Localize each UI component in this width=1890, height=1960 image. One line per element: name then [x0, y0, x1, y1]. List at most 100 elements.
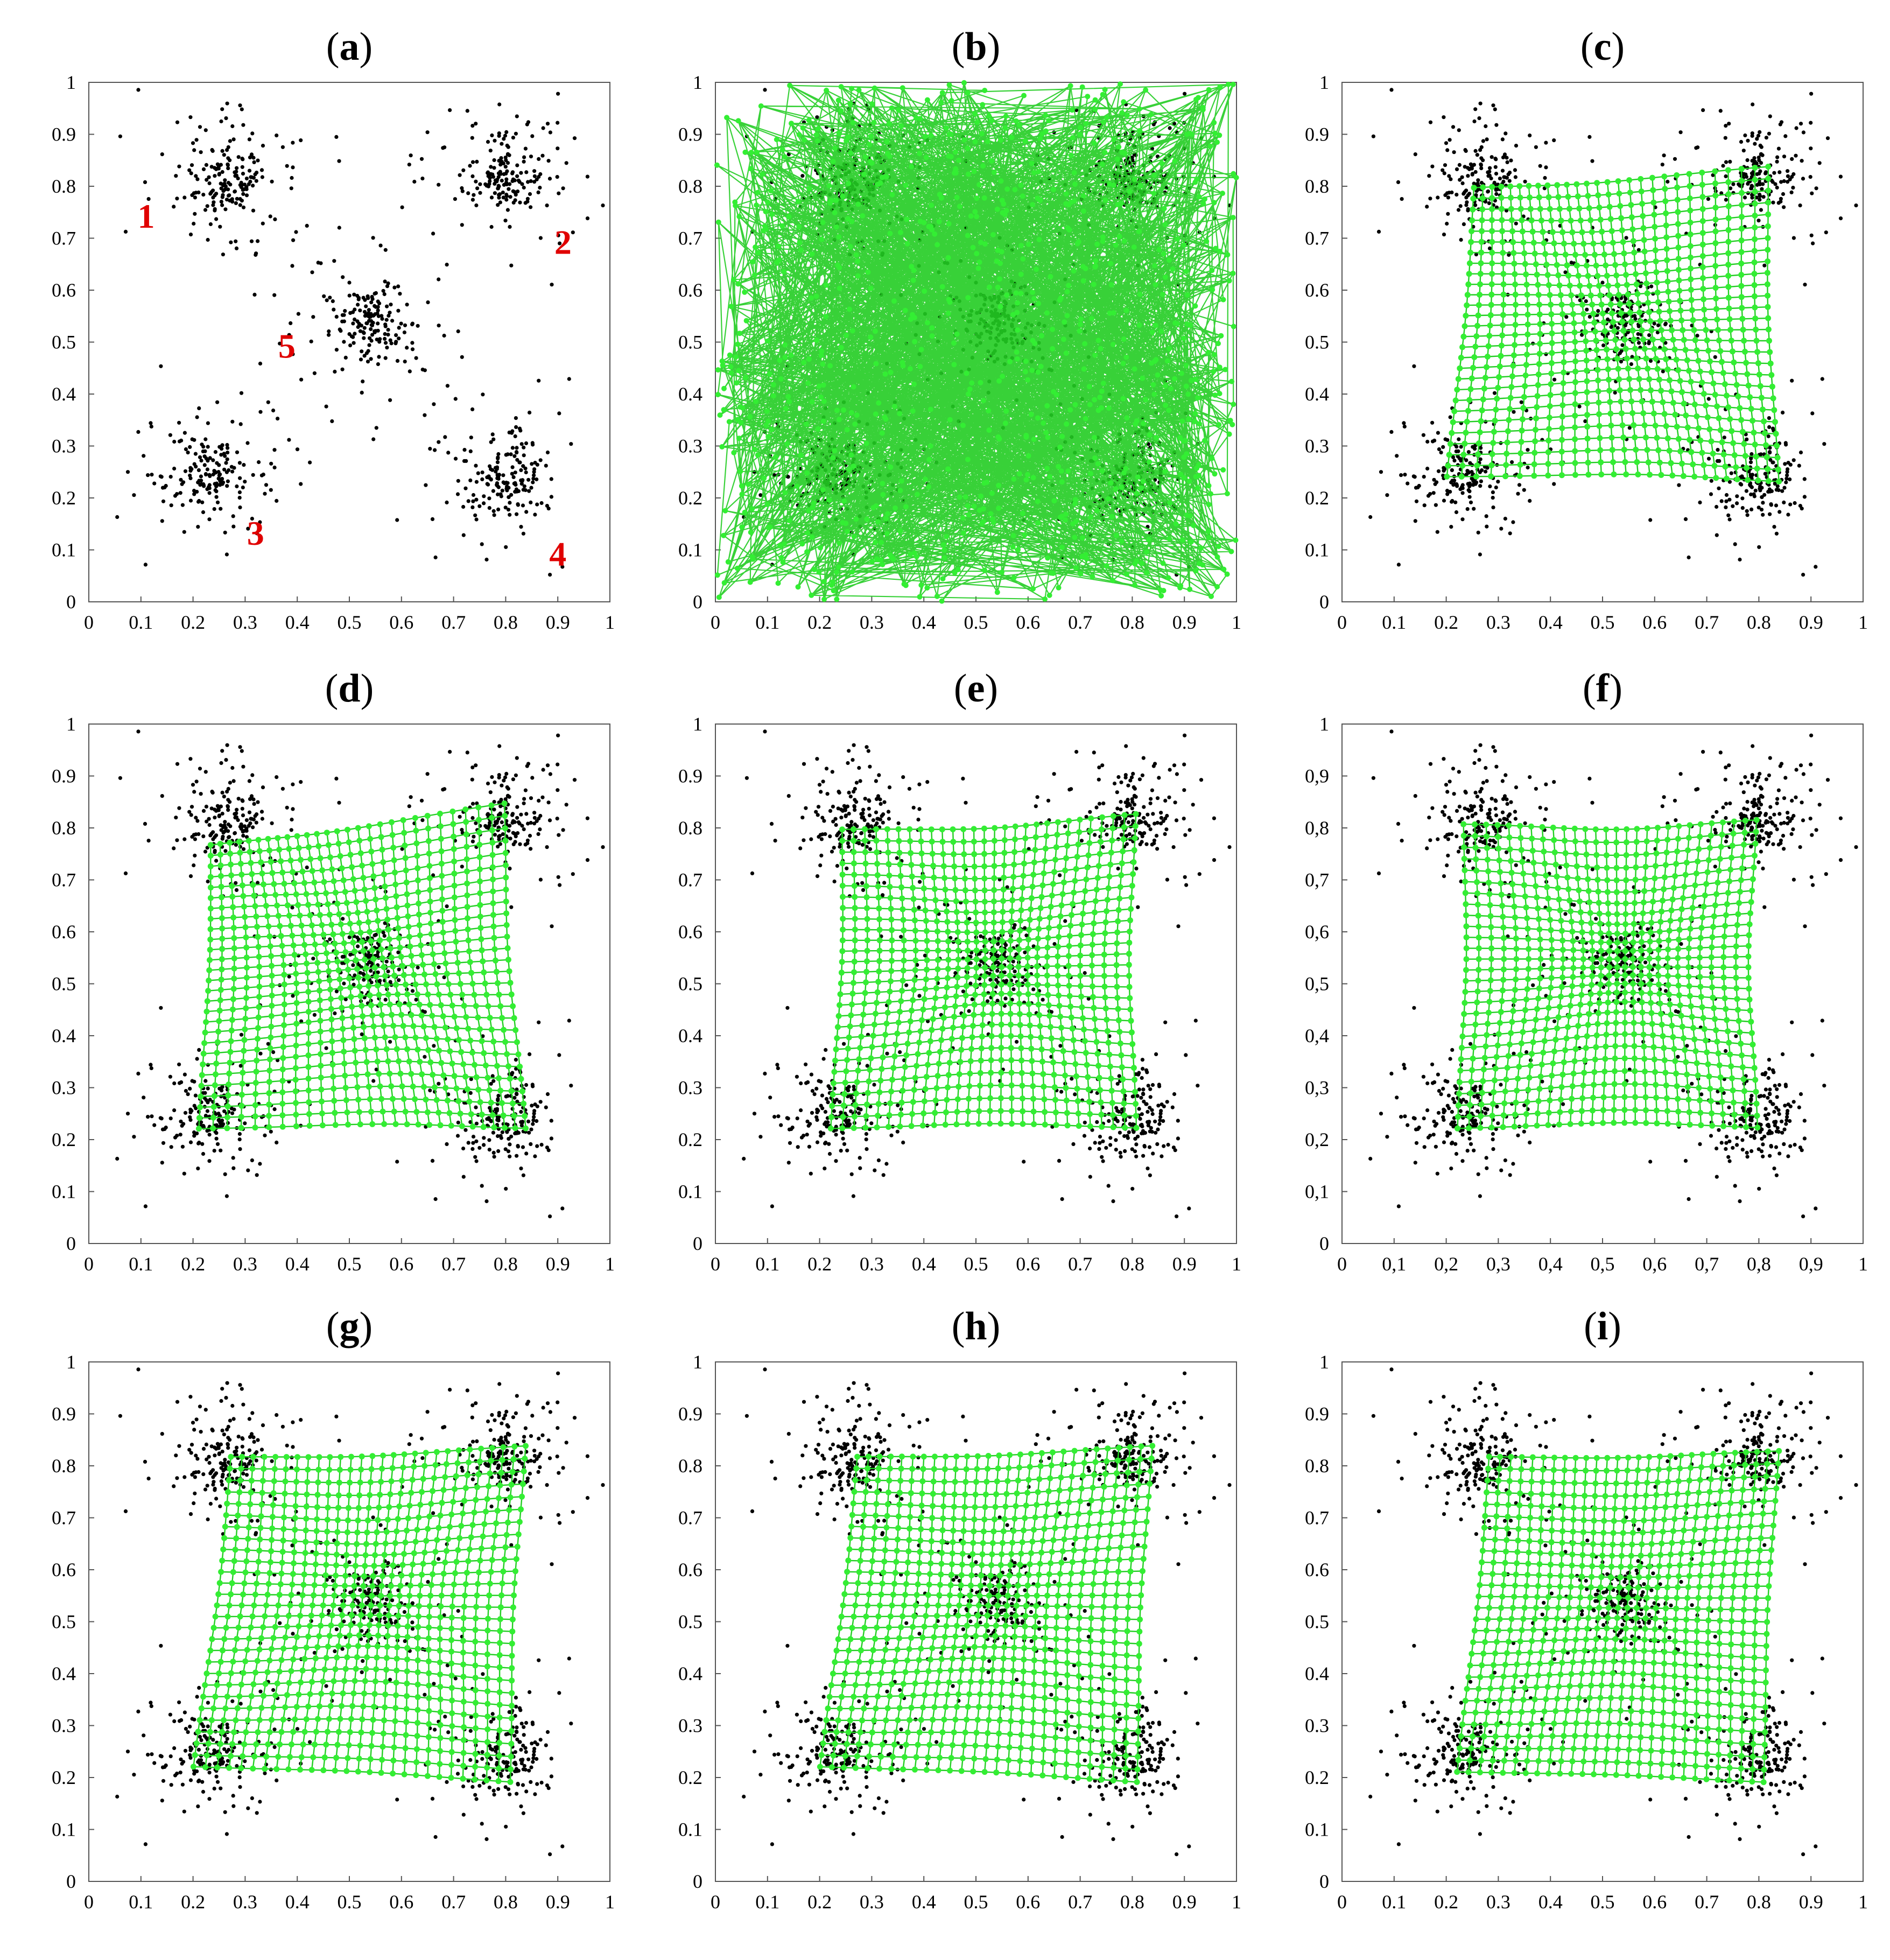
network-node — [748, 530, 754, 535]
network-node — [797, 240, 803, 245]
network-node — [1626, 301, 1632, 307]
data-point — [377, 355, 381, 359]
data-point — [1489, 177, 1493, 180]
data-point — [1779, 123, 1782, 127]
network-node — [882, 415, 887, 420]
data-point — [1514, 175, 1517, 179]
data-point — [396, 309, 400, 313]
data-point — [1814, 565, 1817, 568]
network-node — [1664, 257, 1670, 263]
network-node — [1024, 477, 1029, 482]
network-node — [1549, 340, 1555, 346]
network-node — [814, 293, 819, 299]
network-node — [787, 83, 792, 88]
network-node — [1026, 242, 1031, 247]
network-node — [995, 589, 1000, 595]
data-point — [115, 515, 119, 519]
network-node — [1465, 292, 1471, 298]
data-point — [192, 863, 195, 867]
data-point — [269, 488, 273, 492]
data-point — [366, 360, 370, 363]
network-node — [831, 159, 836, 164]
x-tick-label: 1 — [1858, 612, 1868, 633]
data-point — [356, 303, 360, 306]
data-point — [763, 88, 767, 92]
data-point — [1698, 501, 1702, 504]
data-point — [226, 451, 229, 454]
network-node — [1123, 308, 1129, 313]
network-node — [1541, 240, 1547, 246]
network-node — [1623, 472, 1629, 477]
data-point — [524, 470, 528, 474]
network-node — [837, 286, 842, 291]
data-point — [297, 312, 300, 316]
network-node — [1186, 416, 1191, 421]
network-node — [856, 87, 862, 93]
network-node — [1712, 274, 1718, 280]
data-point — [532, 811, 536, 814]
data-point — [228, 139, 232, 143]
network-node — [1057, 445, 1063, 450]
network-node — [1189, 132, 1195, 137]
network-node — [1495, 385, 1501, 391]
data-point — [238, 496, 242, 500]
network-node — [810, 535, 815, 540]
network-node — [1124, 572, 1129, 577]
x-tick-label: 0.4 — [285, 612, 310, 633]
network-node — [1639, 327, 1645, 333]
network-node — [1686, 368, 1692, 374]
network-node — [1652, 224, 1657, 230]
network-node — [1517, 195, 1523, 201]
data-point — [1730, 472, 1733, 475]
network-node — [1488, 462, 1494, 468]
data-point — [496, 455, 500, 459]
network-node — [1014, 349, 1020, 355]
network-node — [1653, 423, 1659, 428]
network-node — [1675, 221, 1681, 227]
data-point — [1775, 156, 1779, 159]
network-node — [807, 186, 812, 191]
data-point — [238, 203, 242, 207]
data-point — [500, 179, 504, 182]
data-point — [1775, 186, 1779, 189]
data-point — [1772, 525, 1776, 529]
network-node — [860, 213, 865, 219]
network-node — [1140, 376, 1145, 381]
network-node — [1535, 393, 1541, 399]
network-node — [1047, 593, 1052, 598]
network-node — [1611, 472, 1617, 477]
network-node — [904, 216, 909, 222]
data-point — [515, 490, 518, 494]
network-node — [1523, 373, 1529, 378]
data-point — [227, 468, 230, 472]
network-node — [1100, 92, 1106, 97]
data-point — [1477, 116, 1481, 120]
data-point — [506, 208, 510, 212]
data-point — [197, 499, 201, 503]
network-node — [928, 407, 933, 412]
data-point — [334, 135, 338, 139]
data-point — [224, 116, 228, 120]
network-node — [946, 311, 951, 316]
data-point — [220, 107, 224, 111]
network-node — [1620, 239, 1626, 245]
network-node — [1187, 587, 1192, 592]
data-point — [405, 346, 409, 349]
network-node — [802, 137, 807, 143]
network-node — [944, 125, 949, 131]
network-node — [1670, 400, 1676, 406]
network-node — [855, 258, 860, 264]
network-node — [1467, 261, 1473, 266]
network-node — [1015, 356, 1020, 362]
network-node — [1089, 316, 1094, 321]
data-point — [1726, 514, 1730, 517]
network-node — [942, 547, 947, 553]
network-node — [1667, 377, 1673, 383]
data-point — [339, 329, 342, 333]
y-tick-label: 0.2 — [52, 487, 76, 509]
data-point — [208, 833, 212, 837]
data-point — [287, 438, 291, 442]
network-node — [1174, 521, 1179, 526]
network-node — [1466, 397, 1472, 403]
data-point — [1441, 168, 1444, 172]
